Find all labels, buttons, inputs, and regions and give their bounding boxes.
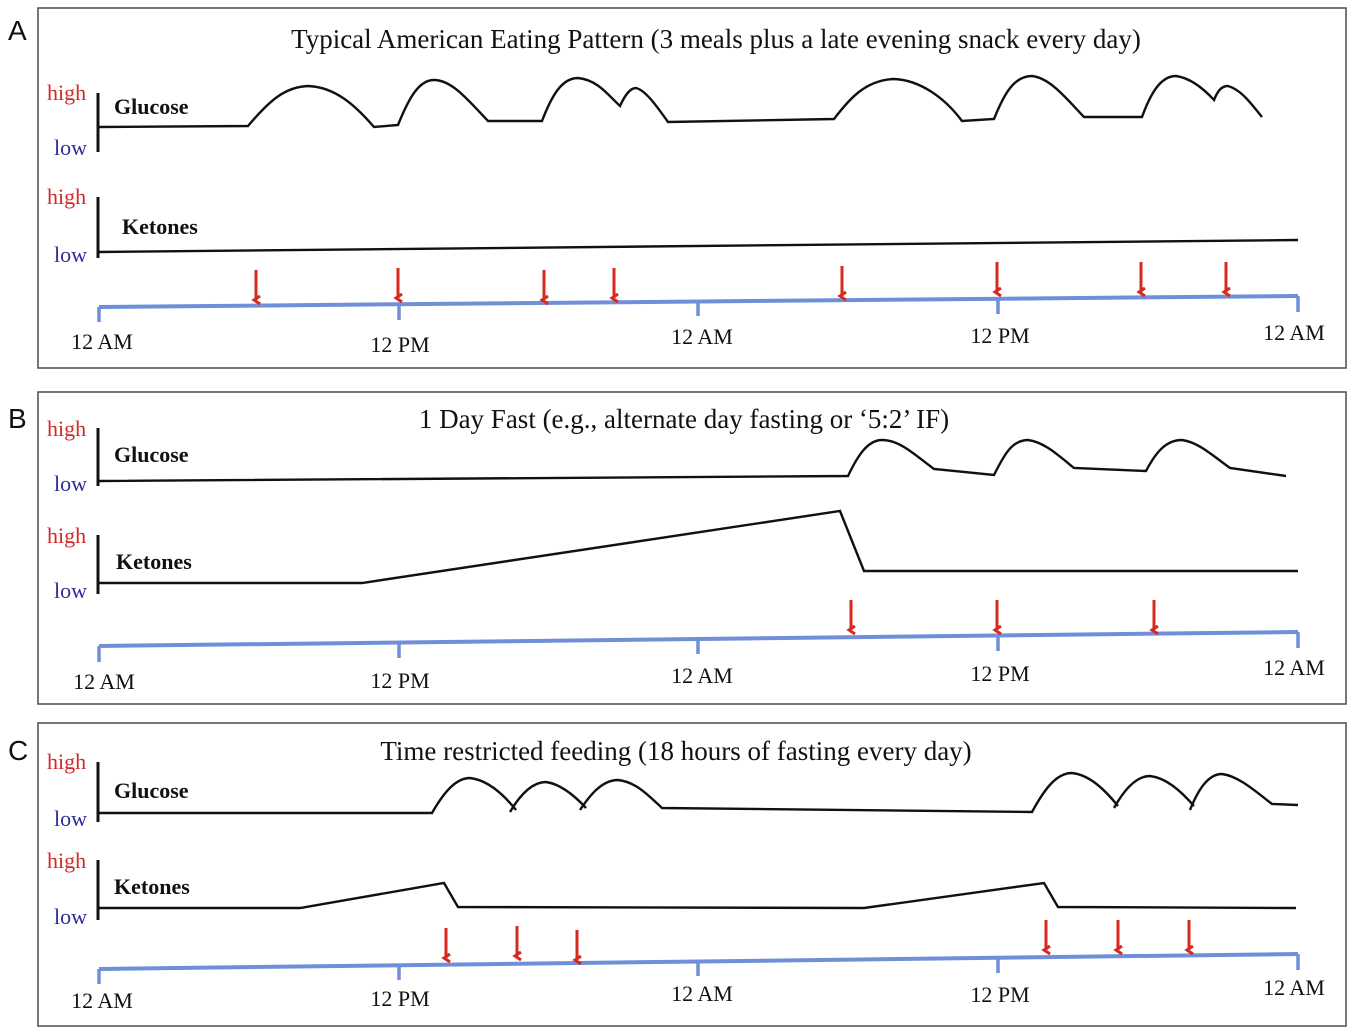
tick-label: 12 AM <box>71 988 133 1013</box>
glucose-low-label: low <box>54 135 87 160</box>
panel-b-meal-arrows <box>851 600 1154 630</box>
panel-a-meal-arrows <box>256 262 1226 300</box>
panel-b-frame <box>37 391 1347 705</box>
panel-c-ketones-curve <box>98 881 1297 910</box>
ketones-low-label: low <box>54 904 87 929</box>
tick-label: 12 AM <box>671 981 733 1006</box>
glucose-high-label: high <box>47 749 86 774</box>
glucose-low-label: low <box>54 806 87 831</box>
glucose-label: Glucose <box>114 442 189 467</box>
tick-label: 12 PM <box>370 332 429 357</box>
glucose-low-label: low <box>54 471 87 496</box>
panel-b-ketones-curve <box>98 509 1298 585</box>
tick-label: 12 AM <box>71 329 133 354</box>
ketones-high-label: high <box>47 848 86 873</box>
panel-c: C Time restricted feeding (18 hours of f… <box>8 722 1347 1027</box>
tick-label: 12 AM <box>1263 655 1325 680</box>
ketones-high-label: high <box>47 184 86 209</box>
panel-c-meal-arrows <box>446 920 1189 960</box>
glucose-label: Glucose <box>114 94 189 119</box>
tick-label: 12 PM <box>970 982 1029 1007</box>
tick-label: 12 AM <box>671 663 733 688</box>
tick-label: 12 PM <box>370 668 429 693</box>
glucose-high-label: high <box>47 80 86 105</box>
panel-b-title: 1 Day Fast (e.g., alternate day fasting … <box>419 404 949 434</box>
tick-label: 12 PM <box>370 986 429 1011</box>
tick-label: 12 AM <box>1263 320 1325 345</box>
panel-a: A Typical American Eating Pattern (3 mea… <box>8 7 1347 369</box>
timeline-line <box>98 294 1299 309</box>
ketones-label: Ketones <box>114 874 190 899</box>
panel-c-frame <box>37 722 1347 1027</box>
panel-a-letter: A <box>8 15 27 46</box>
panel-b-letter: B <box>8 403 27 434</box>
tick-label: 12 AM <box>1263 975 1325 1000</box>
ketones-low-label: low <box>54 578 87 603</box>
tick-label: 12 PM <box>970 323 1029 348</box>
panel-c-glucose-curve <box>98 771 1299 815</box>
ketones-low-label: low <box>54 242 87 267</box>
panel-a-timeline: 12 AM 12 PM 12 AM 12 PM 12 AM <box>71 294 1325 357</box>
panel-b: B 1 Day Fast (e.g., alternate day fastin… <box>8 391 1347 705</box>
panel-a-ketones-curve <box>97 238 1299 254</box>
panel-b-glucose-curve <box>97 438 1287 483</box>
ketones-label: Ketones <box>122 214 198 239</box>
ketones-high-label: high <box>47 523 86 548</box>
ketones-label: Ketones <box>116 549 192 574</box>
glucose-label: Glucose <box>114 778 189 803</box>
glucose-high-label: high <box>47 416 86 441</box>
panel-a-frame <box>37 7 1347 369</box>
panel-c-title: Time restricted feeding (18 hours of fas… <box>380 736 971 766</box>
panel-c-letter: C <box>8 735 28 766</box>
panel-b-timeline: 12 AM 12 PM 12 AM 12 PM 12 AM <box>73 630 1325 694</box>
tick-label: 12 AM <box>73 669 135 694</box>
panel-c-timeline: 12 AM 12 PM 12 AM 12 PM 12 AM <box>71 952 1325 1013</box>
panel-a-title: Typical American Eating Pattern (3 meals… <box>291 24 1141 54</box>
tick-label: 12 AM <box>671 324 733 349</box>
tick-label: 12 PM <box>970 661 1029 686</box>
panel-a-glucose-curve <box>97 74 1263 129</box>
